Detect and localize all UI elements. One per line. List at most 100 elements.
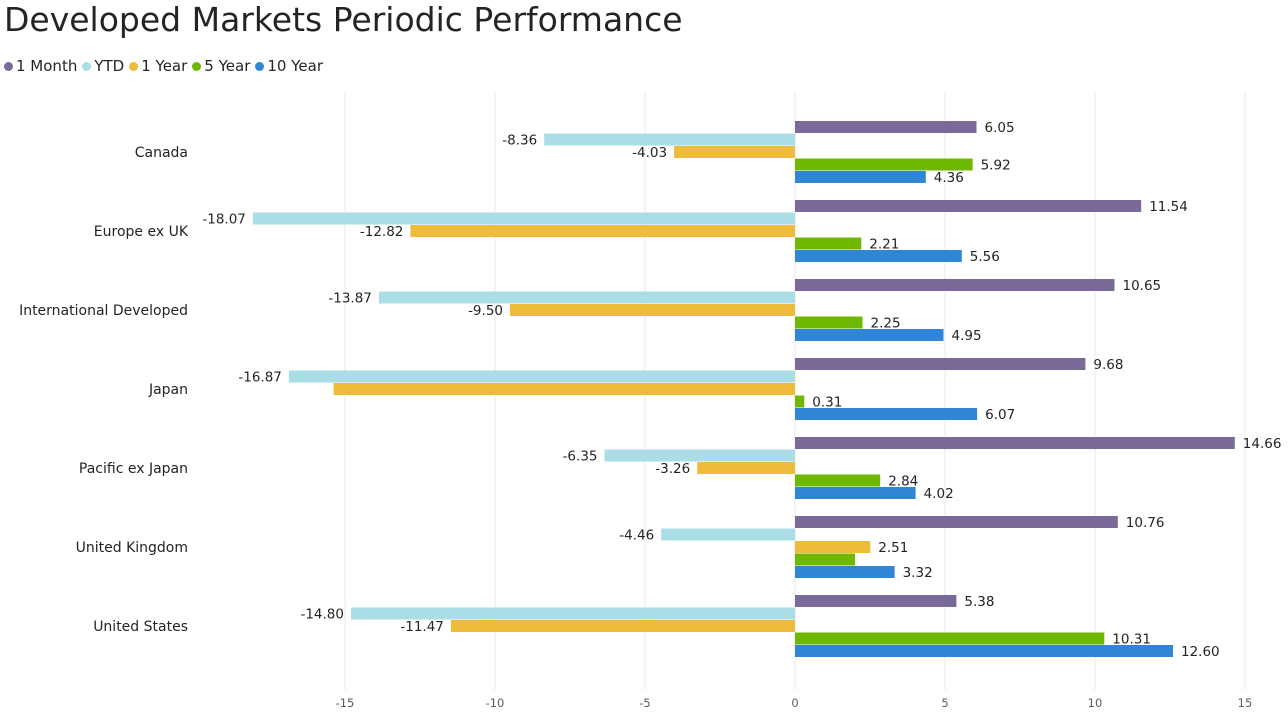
legend-label: 10 Year [267, 57, 323, 75]
legend-dot-icon [192, 61, 202, 71]
data-label: -4.03 [632, 145, 667, 161]
category-label: International Developed [19, 303, 188, 319]
chart-legend: 1 Month YTD 1 Year 5 Year 10 Year [4, 54, 328, 78]
data-label: 3.32 [903, 565, 933, 581]
bar-1-year-europe-ex-uk [410, 225, 795, 237]
x-tick-label: 15 [1238, 696, 1253, 710]
legend-dot-icon [82, 61, 92, 71]
category-label: United Kingdom [76, 540, 188, 556]
legend-item-1-month[interactable]: 1 Month [4, 57, 77, 75]
data-label: 5.56 [970, 249, 1000, 265]
data-label: 4.02 [924, 486, 954, 502]
data-label: -13.87 [328, 291, 372, 307]
data-label: 12.60 [1181, 644, 1220, 660]
category-label: Pacific ex Japan [79, 461, 188, 477]
bar-5-year-europe-ex-uk [795, 237, 862, 250]
x-tick-label: -5 [639, 696, 650, 710]
legend-dot-icon [4, 61, 13, 71]
chart-title: Developed Markets Periodic Performance [4, 0, 683, 39]
bar-5-year-united-states [795, 632, 1105, 645]
category-label: Europe ex UK [94, 224, 189, 240]
bar-1-month-canada [795, 121, 977, 133]
data-label: 11.54 [1149, 199, 1188, 215]
data-label: 2.25 [871, 316, 901, 332]
legend-item-1-year[interactable]: 1 Year [129, 57, 187, 75]
bar-ytd-united-kingdom [661, 528, 795, 541]
bar-1-month-japan [795, 358, 1086, 370]
bar-1-month-united-kingdom [795, 516, 1118, 528]
data-label: 10.76 [1126, 515, 1165, 531]
x-tick-label: -10 [486, 696, 505, 710]
bar-ytd-united-states [351, 607, 795, 620]
bar-10-year-united-states [795, 645, 1173, 657]
bar-5-year-japan [795, 395, 805, 408]
bar-10-year-international-developed [795, 329, 944, 341]
data-label: 10.31 [1112, 632, 1151, 648]
bar-1-year-pacific-ex-japan [697, 462, 795, 474]
category-label: Canada [135, 145, 188, 161]
data-label: -16.87 [238, 370, 282, 386]
bar-1-year-canada [674, 146, 795, 158]
legend-item-5-year[interactable]: 5 Year [192, 57, 250, 75]
data-label: -4.46 [619, 528, 654, 544]
bar-ytd-japan [288, 370, 795, 383]
x-tick-label: 0 [791, 696, 798, 710]
legend-item-ytd[interactable]: YTD [82, 57, 124, 75]
data-label: 4.36 [934, 170, 964, 186]
data-label: 0.31 [812, 395, 842, 411]
legend-label: 1 Month [16, 57, 78, 75]
bar-1-year-united-states [450, 620, 795, 632]
x-tick-label: -15 [336, 696, 355, 710]
data-label: -11.47 [400, 619, 444, 635]
bar-1-month-international-developed [795, 279, 1115, 291]
bar-1-year-united-kingdom [795, 541, 871, 553]
bar-ytd-pacific-ex-japan [604, 449, 795, 462]
bar-5-year-international-developed [795, 316, 863, 329]
legend-label: 1 Year [141, 57, 188, 75]
data-label: 6.07 [985, 407, 1015, 423]
bar-10-year-europe-ex-uk [795, 250, 962, 262]
data-label: 2.21 [869, 237, 899, 253]
bar-1-year-international-developed [510, 304, 795, 316]
legend-label: YTD [94, 57, 125, 75]
legend-item-10-year[interactable]: 10 Year [255, 57, 323, 75]
category-label: Japan [148, 382, 188, 398]
bar-1-month-europe-ex-uk [795, 200, 1142, 212]
data-label: -8.36 [502, 133, 537, 149]
data-label: 2.51 [878, 540, 908, 556]
bar-1-month-united-states [795, 595, 957, 607]
data-label: 10.65 [1123, 278, 1162, 294]
bar-5-year-united-kingdom [795, 553, 855, 566]
bar-ytd-europe-ex-uk [252, 212, 795, 225]
legend-label: 5 Year [204, 57, 251, 75]
data-label: -3.26 [655, 461, 690, 477]
bar-ytd-international-developed [378, 291, 795, 304]
data-label: 5.92 [981, 158, 1011, 174]
bar-1-year-japan [333, 383, 795, 395]
bar-10-year-japan [795, 408, 978, 420]
bar-10-year-canada [795, 171, 926, 183]
data-label: -9.50 [468, 303, 503, 319]
data-label: 9.68 [1093, 357, 1123, 373]
bar-1-month-pacific-ex-japan [795, 437, 1235, 449]
bar-ytd-canada [544, 133, 795, 146]
data-label: 6.05 [985, 120, 1015, 136]
bar-10-year-pacific-ex-japan [795, 487, 916, 499]
data-label: 4.95 [952, 328, 982, 344]
bar-5-year-canada [795, 158, 973, 171]
data-label: -14.80 [300, 607, 344, 623]
data-label: 2.84 [888, 474, 918, 490]
data-label: 14.66 [1243, 436, 1282, 452]
data-label: -6.35 [563, 449, 598, 465]
legend-dot-icon [129, 61, 139, 71]
data-label: -12.82 [360, 224, 404, 240]
x-tick-label: 10 [1088, 696, 1103, 710]
x-tick-label: 5 [941, 696, 948, 710]
bar-5-year-pacific-ex-japan [795, 474, 881, 487]
legend-dot-icon [255, 61, 265, 71]
category-label: United States [93, 619, 188, 635]
bar-10-year-united-kingdom [795, 566, 895, 578]
data-label: 5.38 [964, 594, 994, 610]
data-label: -18.07 [202, 212, 246, 228]
